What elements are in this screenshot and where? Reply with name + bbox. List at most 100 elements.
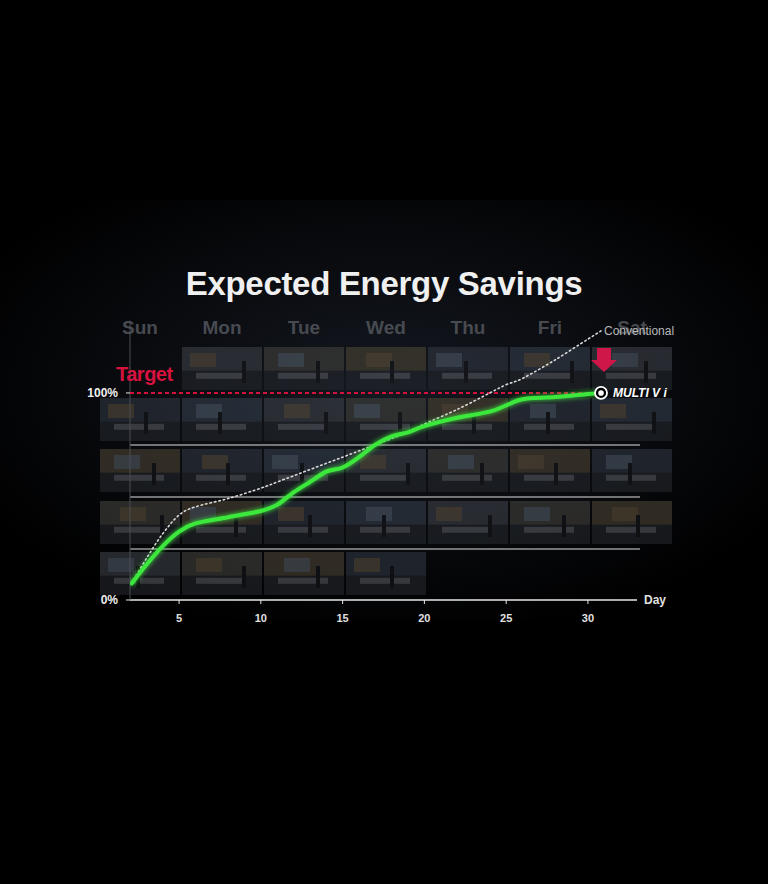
cell-person [144, 412, 148, 434]
cell-wall [592, 398, 672, 422]
pointer-arrow [591, 348, 617, 372]
cell-wall [182, 552, 262, 576]
cell-person [636, 515, 640, 537]
cell-bg [264, 398, 344, 441]
cell-table [524, 475, 574, 481]
cell-person [546, 412, 550, 434]
cell-person [152, 463, 156, 485]
cell-window [600, 404, 626, 418]
cell-person [562, 515, 566, 537]
x-tick [179, 600, 180, 604]
x-tick [506, 600, 507, 604]
cell-bg [346, 347, 426, 390]
cell-table [278, 373, 328, 379]
weekday-label: Mon [202, 317, 241, 338]
cell-wall [346, 398, 426, 422]
cell-bg [510, 501, 590, 544]
background-glow [0, 200, 768, 620]
cell-wall [264, 552, 344, 576]
cell-person [644, 361, 648, 383]
cell-wall [100, 449, 180, 473]
cell-person [300, 463, 304, 485]
weekday-label: Sun [122, 317, 158, 338]
cell-window [354, 404, 380, 418]
x-tick-label: 30 [582, 612, 594, 624]
cell-table [360, 424, 410, 430]
background [0, 0, 768, 884]
cell-wall [346, 347, 426, 371]
calendar-cell [100, 501, 180, 544]
cell-wall [182, 449, 262, 473]
cell-bg [510, 347, 590, 390]
x-tick-label: 5 [176, 612, 182, 624]
cell-wall [510, 347, 590, 371]
cell-person [570, 361, 574, 383]
x-tick [260, 600, 261, 604]
calendar-cell [428, 501, 508, 544]
title: Expected Energy Savings [186, 265, 583, 302]
cell-bg [346, 398, 426, 441]
series-label: MULTI V i [613, 386, 667, 400]
cell-wall [510, 501, 590, 525]
cell-table [360, 373, 410, 379]
cell-wall [182, 347, 262, 371]
cell-table [360, 475, 410, 481]
plot-area [132, 331, 601, 584]
cell-window [530, 404, 556, 418]
cell-window [436, 353, 462, 367]
cell-person [324, 412, 328, 434]
cell-bg [100, 449, 180, 492]
cell-wall [346, 552, 426, 576]
calendar-cell [264, 398, 344, 441]
calendar-cell [592, 347, 672, 390]
series-line [132, 393, 601, 583]
cell-table [196, 373, 246, 379]
y-tick-label: 100% [87, 386, 118, 400]
cell-bg [428, 449, 508, 492]
cell-table [196, 527, 246, 533]
cell-person [628, 463, 632, 485]
cell-window [524, 507, 550, 521]
weekday-label: Wed [366, 317, 406, 338]
x-tick [424, 600, 425, 604]
calendar-cell [428, 449, 508, 492]
cell-person [390, 566, 394, 588]
weekday-label: Tue [288, 317, 320, 338]
x-tick-label: 25 [500, 612, 512, 624]
calendar-cell [346, 398, 426, 441]
cell-wall [264, 398, 344, 422]
x-tick-label: 20 [418, 612, 430, 624]
cell-table [196, 578, 246, 584]
calendar-cell [510, 501, 590, 544]
cell-window [278, 353, 304, 367]
cell-window [120, 507, 146, 521]
cell-bg [346, 552, 426, 595]
cell-person [316, 361, 320, 383]
cell-bg [264, 347, 344, 390]
cell-person [488, 515, 492, 537]
calendar-cell [592, 449, 672, 492]
cell-bg [100, 398, 180, 441]
x-tick-label: 10 [255, 612, 267, 624]
cell-wall [428, 449, 508, 473]
calendar-cell [510, 347, 590, 390]
x-tick [587, 600, 588, 604]
cell-window [518, 455, 544, 469]
cell-window [366, 353, 392, 367]
calendar-cell [510, 398, 590, 441]
cell-window [354, 558, 380, 572]
series-label: Conventional [604, 324, 674, 338]
cell-person [242, 566, 246, 588]
calendar-cell [182, 552, 262, 595]
cell-person [480, 463, 484, 485]
cell-table [606, 424, 656, 430]
cell-table [278, 578, 328, 584]
row-separator [130, 444, 640, 445]
cell-window [284, 404, 310, 418]
cell-window [190, 353, 216, 367]
cell-window [196, 558, 222, 572]
cell-table [114, 424, 164, 430]
cell-bg [346, 501, 426, 544]
x-tick [342, 600, 343, 604]
cell-table [360, 578, 410, 584]
